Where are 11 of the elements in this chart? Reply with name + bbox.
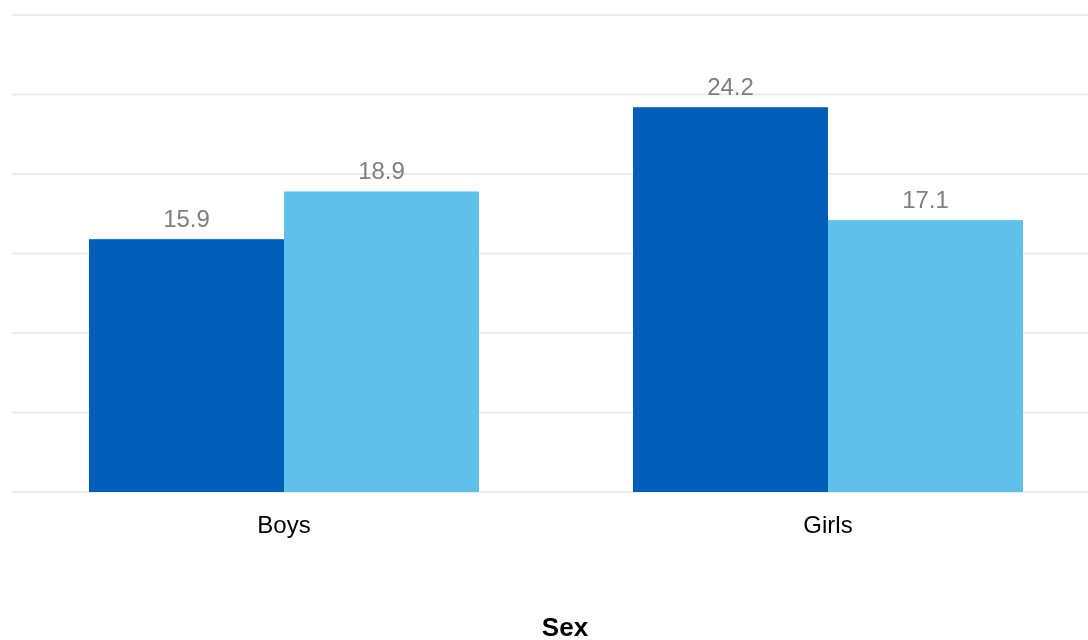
data-label: 18.9 <box>358 157 405 185</box>
bar <box>632 107 828 492</box>
x-axis-title: Sex <box>541 612 589 640</box>
x-tick-label: Boys <box>257 511 311 538</box>
x-tick-label: Girls <box>803 511 853 538</box>
data-label: 15.9 <box>163 205 210 233</box>
bar <box>88 239 284 492</box>
data-label: 24.2 <box>707 73 754 101</box>
bar <box>828 220 1024 492</box>
bar <box>284 191 480 492</box>
data-label: 17.1 <box>902 186 949 214</box>
